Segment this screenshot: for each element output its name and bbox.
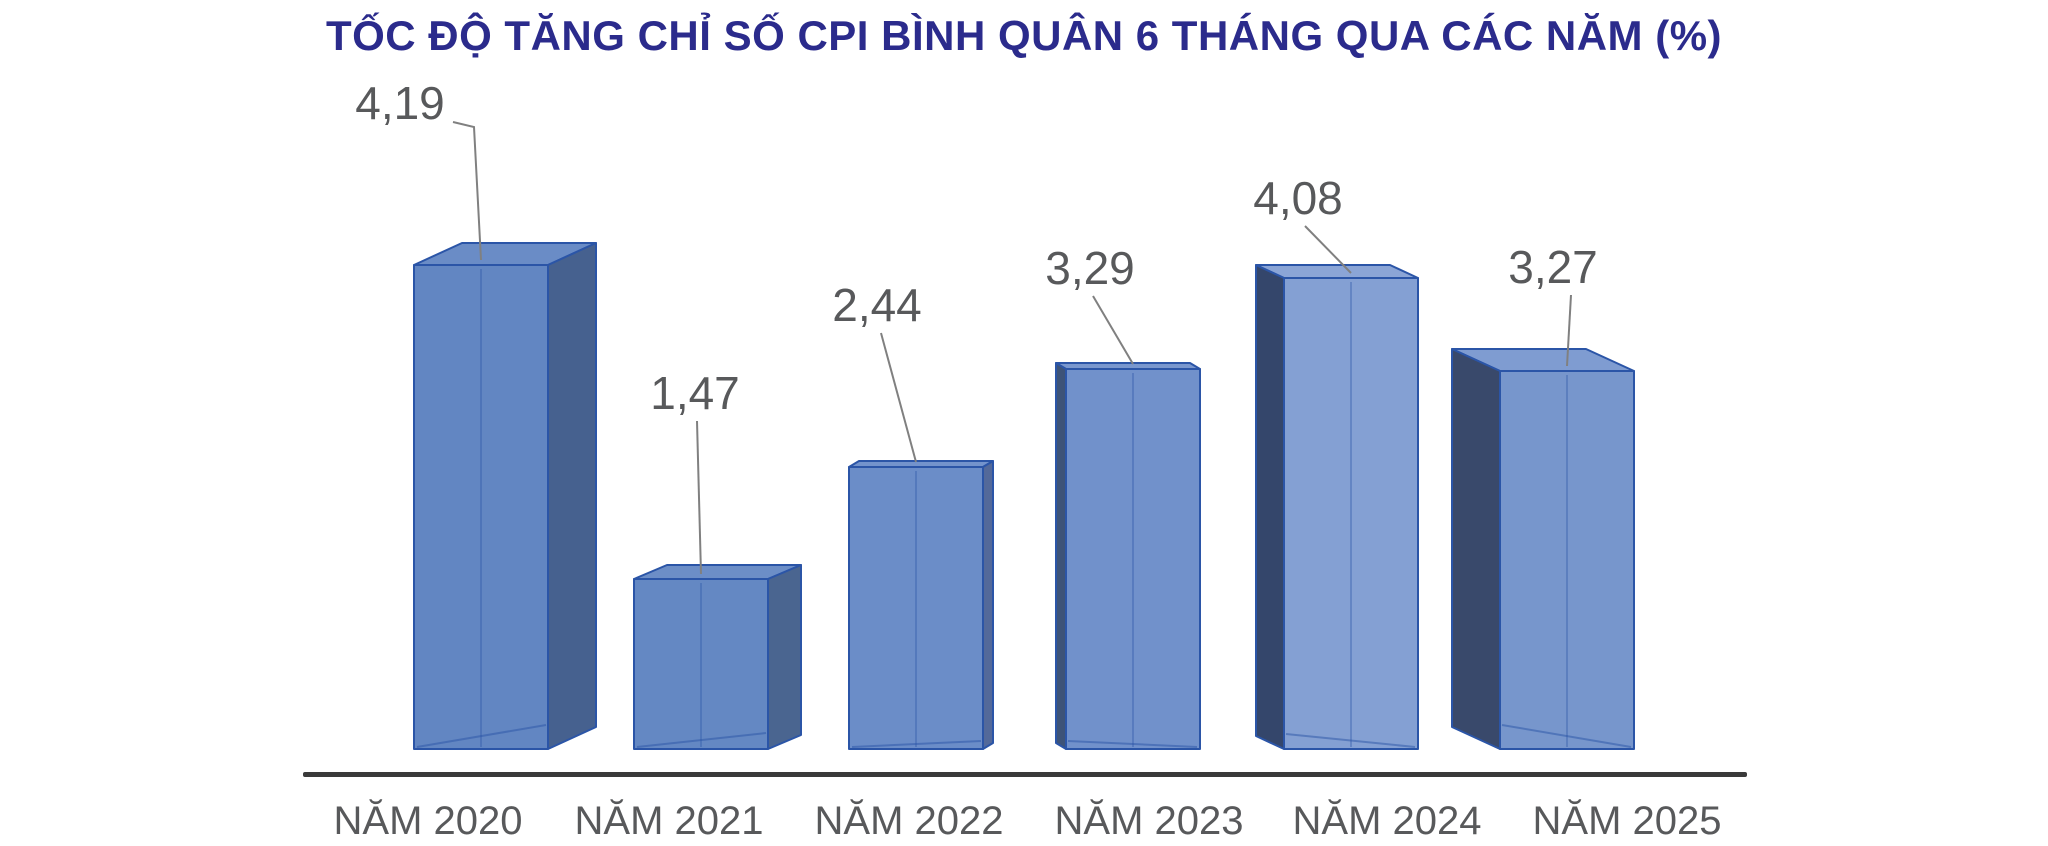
category-label-nam-2021: NĂM 2021	[575, 798, 764, 843]
bar-side-face	[767, 564, 802, 750]
bar-bottom-edge	[1067, 740, 1198, 748]
bar-front-face	[1065, 368, 1201, 750]
leader-line-nam-2023	[1092, 295, 1134, 365]
leader-line-nam-2025	[1566, 294, 1572, 367]
bar-bottom-edge	[1285, 733, 1416, 748]
bar-side-face	[982, 460, 994, 750]
bar-nam-2021	[633, 564, 802, 750]
value-label-nam-2025: 3,27	[1508, 241, 1598, 293]
bar-front-face	[848, 466, 984, 750]
category-label-nam-2022: NĂM 2022	[815, 798, 1004, 843]
category-label-nam-2023: NĂM 2023	[1055, 798, 1244, 843]
bar-bottom-edge	[1501, 724, 1632, 748]
leader-line-nam-2020	[452, 121, 482, 261]
bar-bottom-edge	[416, 724, 547, 748]
chart-title: TỐC ĐỘ TĂNG CHỈ SỐ CPI BÌNH QUÂN 6 THÁNG…	[325, 12, 1723, 59]
bar-front-face	[413, 264, 549, 750]
x-axis-line	[303, 772, 1747, 777]
value-label-nam-2024: 4,08	[1253, 172, 1343, 224]
bar-nam-2024	[1255, 264, 1419, 750]
value-label-nam-2020: 4,19	[355, 77, 445, 129]
value-label-nam-2021: 1,47	[650, 367, 740, 419]
bar-front-face	[633, 578, 769, 750]
bar-nam-2022	[848, 460, 994, 750]
bar-front-face	[1283, 277, 1419, 750]
value-label-nam-2022: 2,44	[832, 279, 922, 331]
bar-side-face	[1451, 348, 1501, 750]
bar-side-face	[547, 242, 597, 750]
bar-nam-2023	[1055, 362, 1201, 750]
value-label-nam-2023: 3,29	[1045, 242, 1135, 294]
leader-line-nam-2022	[880, 332, 917, 463]
category-label-nam-2020: NĂM 2020	[334, 798, 523, 843]
bar-front-face	[1499, 370, 1635, 750]
bar-bottom-edge	[636, 732, 767, 748]
bar-bottom-edge	[851, 740, 982, 748]
bar-side-face	[1255, 264, 1285, 750]
leader-line-nam-2021	[696, 420, 702, 575]
category-label-nam-2024: NĂM 2024	[1293, 798, 1482, 843]
bar-nam-2020	[413, 242, 597, 750]
leader-line-nam-2024	[1304, 225, 1352, 274]
bar-nam-2025	[1451, 348, 1635, 750]
bar-side-face	[1055, 362, 1067, 750]
category-label-nam-2025: NĂM 2025	[1533, 798, 1722, 843]
